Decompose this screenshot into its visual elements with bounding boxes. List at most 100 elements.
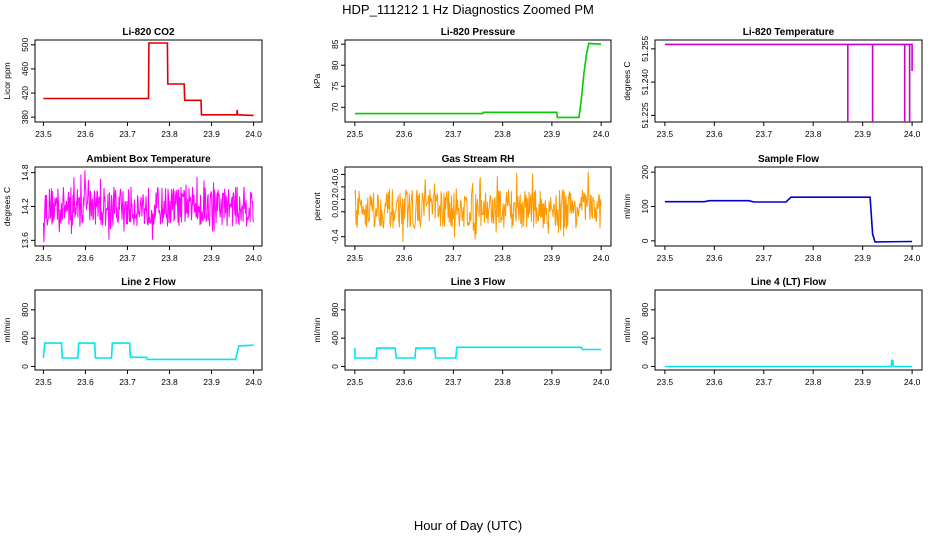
y-axis-label: kPa [312, 73, 322, 88]
y-tick-label: 400 [330, 331, 340, 345]
y-tick-label: 75 [330, 81, 340, 91]
x-tick-label: 23.7 [445, 129, 462, 139]
y-axis-label: Licor ppm [2, 62, 12, 99]
plot-frame [654, 289, 923, 371]
y-tick-label: 420 [20, 86, 30, 100]
panel-title: Li-820 Temperature [743, 27, 835, 38]
y-tick-label: 0 [640, 364, 650, 369]
data-series-line [42, 342, 254, 361]
y-tick-label: 400 [640, 331, 650, 345]
panel-title: Line 3 Flow [451, 277, 506, 288]
y-tick-label: 70 [330, 102, 340, 112]
x-tick-label: 24.0 [245, 377, 262, 387]
y-tick-label: 200 [640, 165, 650, 179]
y-tick-label: -0.4 [330, 229, 340, 244]
x-tick-label: 23.6 [396, 129, 413, 139]
figure-xlabel: Hour of Day (UTC) [413, 518, 523, 533]
panel-title: Gas Stream RH [442, 154, 515, 165]
x-tick-label: 23.6 [396, 377, 413, 387]
x-tick-label: 23.6 [706, 253, 723, 263]
x-tick-label: 24.0 [593, 129, 610, 139]
x-tick-label: 23.9 [203, 129, 220, 139]
y-axis-label: percent [312, 192, 322, 221]
y-tick-label: 51.255 [640, 36, 650, 62]
x-tick-label: 23.6 [396, 253, 413, 263]
data-series-line [354, 42, 602, 119]
x-tick-label: 23.8 [494, 129, 511, 139]
data-series-line [664, 359, 913, 368]
x-tick-label: 23.8 [494, 377, 511, 387]
x-tick-label: 23.8 [161, 253, 178, 263]
data-series-line [43, 42, 254, 117]
x-tick-label: 23.9 [203, 377, 220, 387]
plot-frame [344, 289, 612, 371]
x-tick-label: 23.7 [445, 377, 462, 387]
y-tick-label: 0.4 [330, 181, 340, 193]
x-tick-label: 23.5 [657, 129, 674, 139]
x-tick-label: 23.6 [77, 253, 94, 263]
x-tick-label: 24.0 [904, 129, 921, 139]
y-tick-label: 51.225 [640, 102, 650, 128]
y-tick-label: 0 [20, 364, 30, 369]
x-tick-label: 23.8 [805, 253, 822, 263]
x-tick-label: 23.7 [756, 377, 773, 387]
y-tick-label: 0.6 [330, 168, 340, 180]
y-tick-label: 800 [640, 302, 650, 316]
x-tick-label: 23.9 [854, 129, 871, 139]
x-tick-label: 23.9 [854, 253, 871, 263]
x-tick-label: 23.8 [805, 377, 822, 387]
y-axis-label: ml/min [312, 317, 322, 342]
x-tick-label: 23.6 [77, 377, 94, 387]
x-tick-label: 24.0 [904, 253, 921, 263]
panel-title: Li-820 Pressure [441, 27, 516, 38]
y-tick-label: 13.6 [20, 232, 30, 249]
x-tick-label: 24.0 [593, 253, 610, 263]
x-tick-label: 23.7 [756, 129, 773, 139]
x-tick-label: 23.8 [161, 129, 178, 139]
x-tick-label: 23.5 [347, 129, 364, 139]
x-tick-label: 24.0 [904, 377, 921, 387]
y-tick-label: 85 [330, 39, 340, 49]
y-axis-label: ml/min [622, 194, 632, 219]
panel-title: Ambient Box Temperature [86, 154, 211, 165]
x-tick-label: 23.5 [347, 253, 364, 263]
x-tick-label: 23.5 [35, 129, 52, 139]
x-tick-label: 24.0 [245, 253, 262, 263]
y-tick-label: 0.2 [330, 193, 340, 205]
y-axis-label: degrees C [622, 61, 632, 100]
data-series-line [42, 170, 255, 243]
data-series-line [664, 43, 913, 122]
plot-frame [344, 39, 612, 123]
data-series-line [354, 346, 602, 359]
x-tick-label: 23.7 [445, 253, 462, 263]
y-tick-label: 380 [20, 110, 30, 124]
y-axis-label: ml/min [622, 317, 632, 342]
y-tick-label: 460 [20, 62, 30, 76]
plot-frame [344, 166, 612, 247]
y-tick-label: 0 [640, 238, 650, 243]
y-tick-label: 800 [20, 302, 30, 316]
panel-title: Li-820 CO2 [122, 27, 175, 38]
x-tick-label: 23.7 [119, 253, 136, 263]
plot-frame [654, 166, 923, 247]
x-tick-label: 23.9 [544, 377, 561, 387]
x-tick-label: 23.9 [854, 377, 871, 387]
x-tick-label: 24.0 [245, 129, 262, 139]
y-axis-label: degrees C [2, 187, 12, 226]
y-tick-label: 400 [20, 331, 30, 345]
y-tick-label: 0.0 [330, 206, 340, 218]
x-tick-label: 23.5 [35, 253, 52, 263]
panel-title: Line 2 Flow [121, 277, 176, 288]
x-tick-label: 23.5 [657, 253, 674, 263]
x-tick-label: 23.7 [119, 129, 136, 139]
x-tick-label: 23.7 [756, 253, 773, 263]
plot-frame [34, 39, 263, 123]
y-tick-label: 800 [330, 302, 340, 316]
data-series-line [354, 171, 602, 242]
x-tick-label: 23.9 [544, 253, 561, 263]
x-tick-label: 23.8 [805, 129, 822, 139]
x-tick-label: 23.9 [544, 129, 561, 139]
data-series-line [664, 196, 913, 243]
x-tick-label: 23.8 [494, 253, 511, 263]
